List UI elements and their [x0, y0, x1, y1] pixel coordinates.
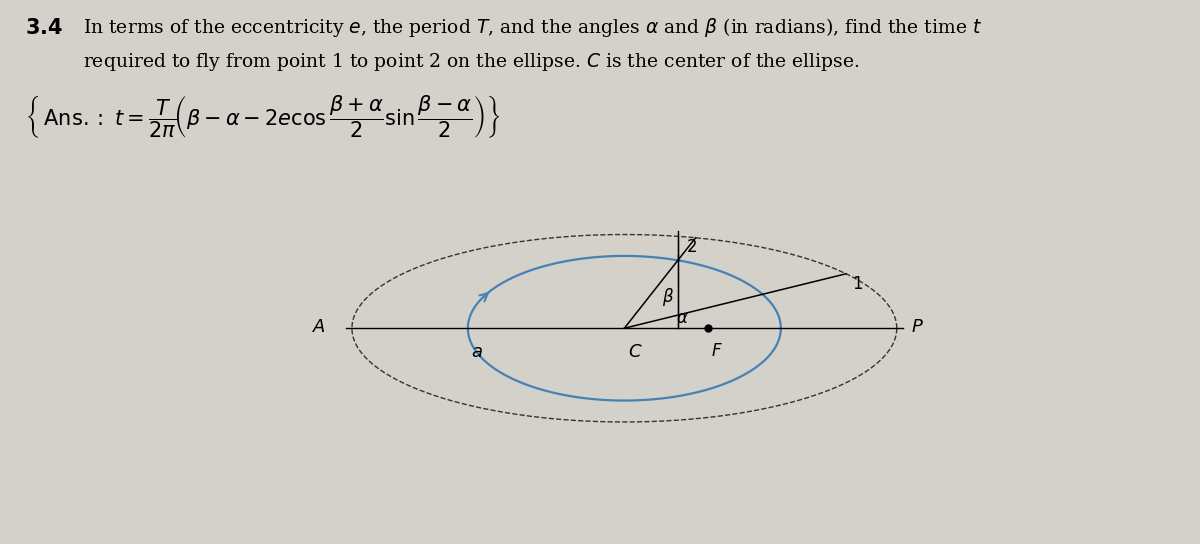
Text: $\mathbf{3.4}$: $\mathbf{3.4}$ — [25, 17, 62, 38]
Text: $\left\{\,\mathrm{Ans.:}\ t=\dfrac{T}{2\pi}\!\left(\beta-\alpha-2e\cos\dfrac{\be: $\left\{\,\mathrm{Ans.:}\ t=\dfrac{T}{2\… — [25, 92, 500, 140]
Text: In terms of the eccentricity $e$, the period $T$, and the angles $\alpha$ and $\: In terms of the eccentricity $e$, the pe… — [83, 16, 983, 39]
Text: $C$: $C$ — [628, 343, 642, 361]
Text: $\beta$: $\beta$ — [662, 286, 674, 307]
Text: $A$: $A$ — [312, 318, 326, 336]
Text: $\alpha$: $\alpha$ — [677, 310, 689, 327]
Text: $a$: $a$ — [470, 343, 482, 361]
Text: $2$: $2$ — [686, 239, 697, 256]
Text: $P$: $P$ — [911, 318, 924, 336]
Text: $1$: $1$ — [852, 276, 863, 293]
Text: $F$: $F$ — [712, 343, 724, 360]
Text: required to fly from point 1 to point 2 on the ellipse. $C$ is the center of the: required to fly from point 1 to point 2 … — [83, 51, 859, 73]
